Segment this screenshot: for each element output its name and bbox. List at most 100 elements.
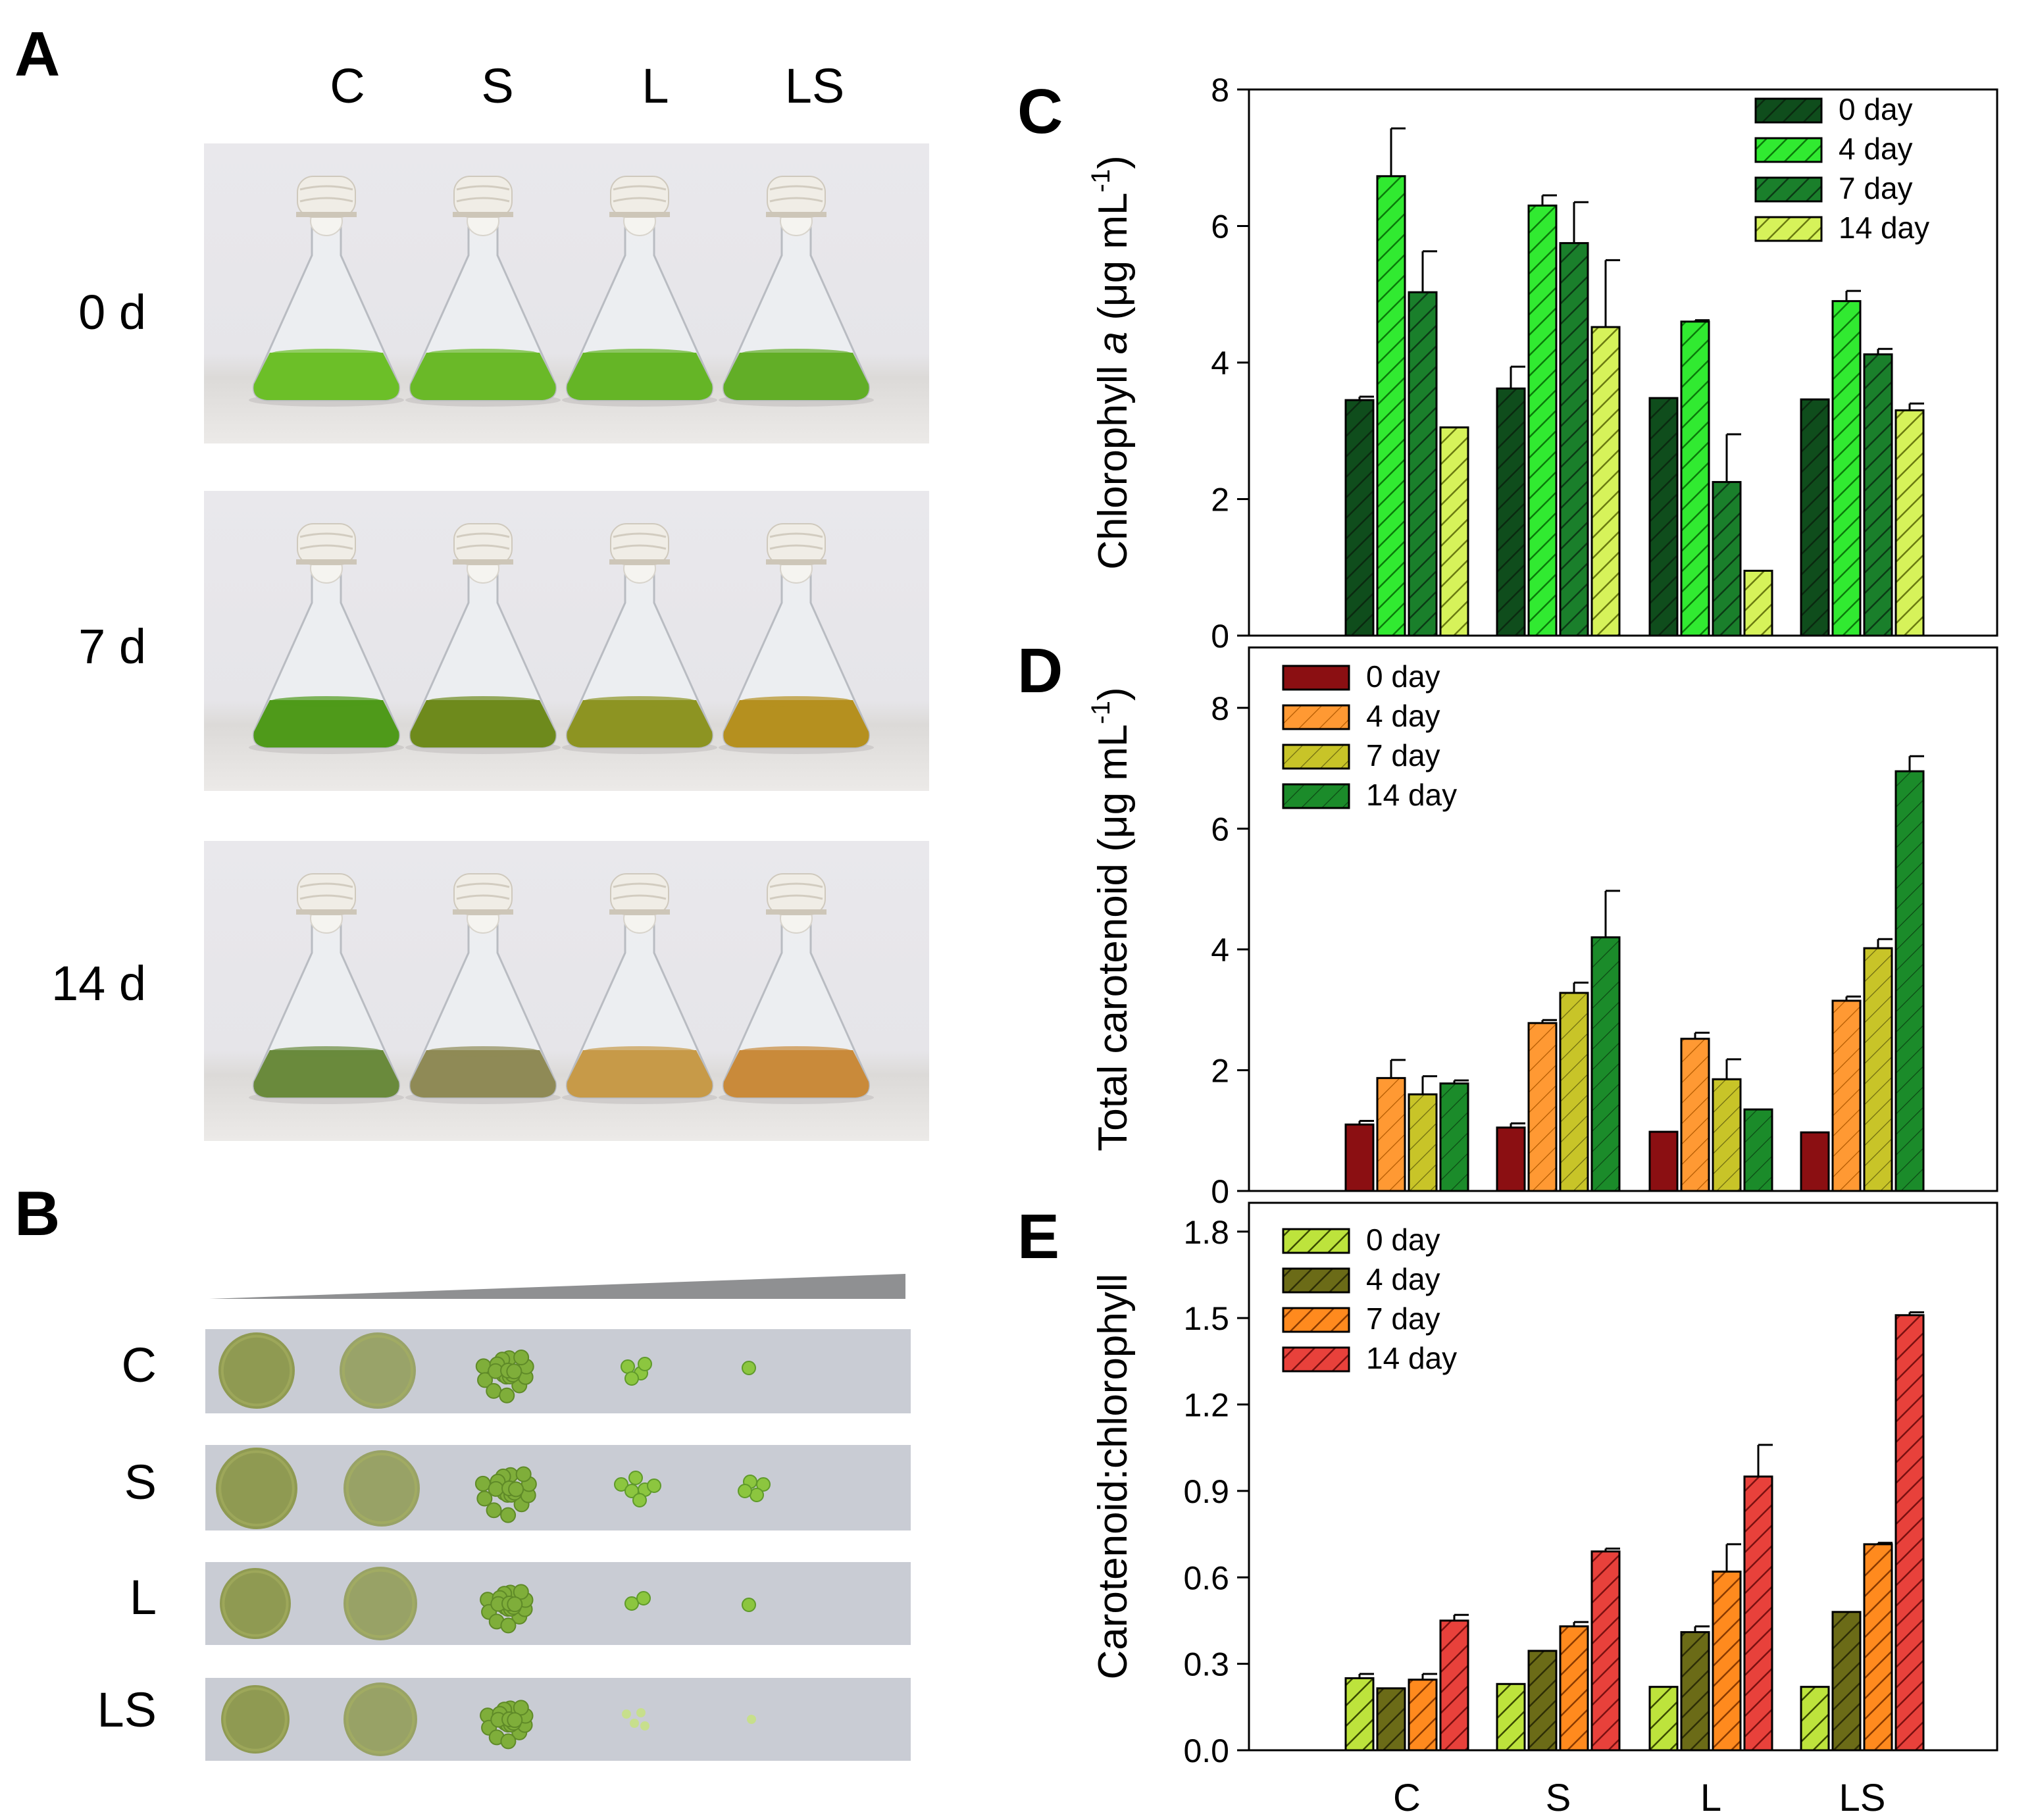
colony-lawn-rim xyxy=(223,1687,288,1752)
bar-ls-0-day xyxy=(1800,398,1830,637)
colony xyxy=(507,1596,523,1613)
y-tick-label: 4 xyxy=(1211,932,1229,969)
legend-swatch xyxy=(1754,216,1823,242)
gauze-band xyxy=(766,559,826,565)
y-tick-label: 8 xyxy=(1211,72,1229,109)
liquid-surface xyxy=(583,1046,696,1057)
y-tick-label: 0 xyxy=(1211,1173,1229,1210)
colony xyxy=(499,1387,515,1403)
legend-swatch xyxy=(1282,783,1350,809)
gauze-folds xyxy=(769,532,823,550)
flask-photo-14d xyxy=(204,841,929,1141)
bar-s-14-day xyxy=(1590,326,1621,637)
flask-s xyxy=(405,873,561,1104)
legend-swatch xyxy=(1754,176,1823,203)
gauze-folds xyxy=(456,185,510,203)
colony-lawn xyxy=(221,1685,290,1754)
colony-lawn-rim xyxy=(218,1450,295,1527)
colony xyxy=(738,1484,752,1498)
legend-label: 7 day xyxy=(1839,171,1913,205)
bar-ls-14-day xyxy=(1894,409,1925,637)
dilution-wedge-shape xyxy=(209,1274,905,1299)
dilution-spot-2 xyxy=(343,1450,420,1527)
colony xyxy=(636,1708,646,1717)
y-tick-label: 0.6 xyxy=(1183,1559,1229,1596)
bar-l-14-day xyxy=(1743,1475,1773,1752)
colony-lawn-rim xyxy=(220,1334,293,1407)
gauze-band xyxy=(609,909,670,915)
legend-label: 14 day xyxy=(1366,1341,1457,1375)
bar-ls-7-day xyxy=(1863,947,1893,1192)
plate-label-c: C xyxy=(121,1338,157,1392)
flask-l xyxy=(562,523,717,754)
colony xyxy=(614,1477,628,1492)
colony xyxy=(640,1721,649,1731)
colony xyxy=(513,1350,530,1366)
flask-s xyxy=(405,176,561,407)
colony xyxy=(636,1591,651,1605)
colony xyxy=(638,1357,652,1371)
legend-swatch xyxy=(1754,137,1823,163)
flask-photo-0d xyxy=(204,143,929,443)
colony xyxy=(742,1598,756,1612)
colony-lawn-rim xyxy=(345,1569,415,1638)
dilution-spot-3 xyxy=(475,1350,534,1403)
legend-label: 0 day xyxy=(1839,92,1913,126)
bar-c-0-day xyxy=(1344,399,1375,637)
y-tick-label: 0.9 xyxy=(1183,1473,1229,1510)
legend-label: 4 day xyxy=(1366,1262,1440,1296)
y-tick-label: 0.3 xyxy=(1183,1646,1229,1683)
colony xyxy=(500,1733,517,1750)
bar-l-0-day xyxy=(1648,1686,1679,1752)
liquid-surface xyxy=(583,349,696,359)
bar-c-14-day xyxy=(1439,426,1469,637)
dilution-spot-5 xyxy=(738,1475,771,1502)
gauze-folds xyxy=(299,185,353,203)
panel-b-letter: B xyxy=(14,1178,61,1249)
colony-lawn xyxy=(220,1568,291,1639)
gauze-folds xyxy=(299,882,353,900)
flask-c xyxy=(249,873,404,1104)
culture-liquid xyxy=(410,353,556,400)
flask-ls xyxy=(719,873,874,1104)
x-tick-label: L xyxy=(1700,1777,1721,1819)
colony-lawn xyxy=(218,1332,295,1409)
flask-s xyxy=(405,523,561,754)
legend-label: 0 day xyxy=(1366,1223,1440,1257)
bar-ls-4-day xyxy=(1831,300,1862,637)
liquid-surface xyxy=(426,349,540,359)
dilution-spot-4 xyxy=(621,1357,652,1386)
plate-strip-ls xyxy=(205,1678,911,1761)
plate-strip-c xyxy=(205,1329,911,1413)
bar-l-14-day xyxy=(1743,569,1773,637)
plate-label-s: S xyxy=(124,1455,157,1509)
bar-c-4-day xyxy=(1376,1076,1406,1192)
dilution-spot-2 xyxy=(343,1567,417,1640)
legend-label: 4 day xyxy=(1366,699,1440,733)
bar-ls-4-day xyxy=(1831,1611,1862,1752)
bar-c-4-day xyxy=(1376,1687,1406,1752)
culture-liquid xyxy=(567,1050,713,1098)
colony xyxy=(507,1712,523,1729)
colony xyxy=(506,1363,522,1380)
colony-lawn-rim xyxy=(342,1334,414,1407)
legend-swatch xyxy=(1282,744,1350,770)
legend-swatch xyxy=(1282,704,1350,730)
legend-label: 4 day xyxy=(1839,132,1913,166)
liquid-surface xyxy=(270,1046,383,1057)
liquid-surface xyxy=(270,696,383,707)
gauze-folds xyxy=(613,185,667,203)
colony xyxy=(632,1493,647,1507)
dilution-spot-3 xyxy=(480,1584,534,1634)
panel-a-letter: A xyxy=(14,19,61,89)
bar-c-7-day xyxy=(1408,291,1438,637)
bar-c-14-day xyxy=(1439,1082,1469,1192)
flask-c xyxy=(249,176,404,407)
y-tick-label: 2 xyxy=(1211,1052,1229,1089)
culture-liquid xyxy=(253,1050,399,1098)
dilution-spot-5 xyxy=(747,1715,756,1724)
colony-lawn xyxy=(216,1448,297,1529)
flask-ls xyxy=(719,523,874,754)
y-axis-label: Total carotenoid (μg mL-1) xyxy=(1086,687,1136,1151)
col-label-l: L xyxy=(642,59,669,113)
